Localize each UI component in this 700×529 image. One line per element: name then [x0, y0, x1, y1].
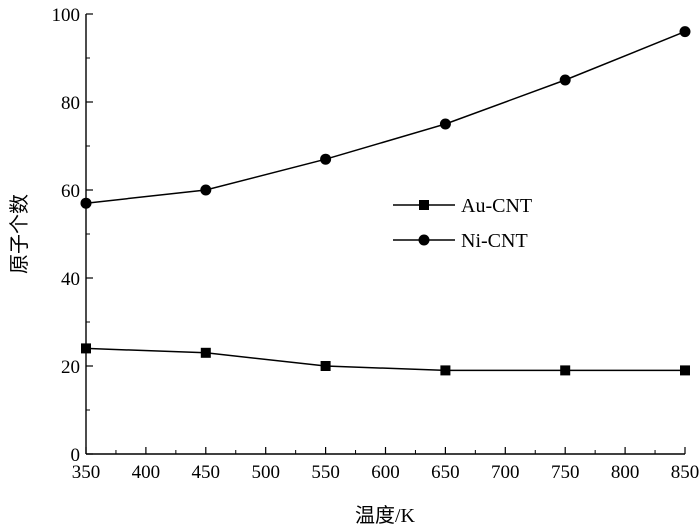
data-point-au-cnt [320, 361, 331, 371]
data-point-ni-cnt [559, 74, 571, 86]
series-layer [80, 26, 691, 376]
x-axis-title: 温度/K [355, 504, 416, 527]
x-tick-label: 450 [192, 462, 221, 483]
series-line-au-cnt [85, 347, 685, 372]
axes [85, 14, 685, 455]
y-tick-label: 0 [71, 445, 81, 466]
data-point-ni-cnt [320, 153, 332, 165]
series-au-cnt [81, 343, 690, 376]
data-point-ni-cnt [679, 26, 691, 38]
y-tick-label: 80 [61, 93, 80, 114]
x-tick-label: 650 [431, 462, 460, 483]
x-tick-label: 400 [132, 462, 161, 483]
x-tick-label: 350 [72, 462, 101, 483]
y-tick-label: 60 [61, 181, 80, 202]
x-tick-label: 700 [491, 462, 520, 483]
data-point-ni-cnt [200, 184, 212, 196]
data-point-ni-cnt [80, 197, 92, 209]
x-tick-label: 800 [611, 462, 640, 483]
data-point-ni-cnt [439, 118, 451, 130]
x-tick-label: 600 [371, 462, 400, 483]
x-tick-label: 500 [251, 462, 280, 483]
series-line-ni-cnt [85, 30, 686, 204]
data-point-au-cnt [81, 343, 91, 354]
ticks: 350 400 450 500 550 600 650 700 750 800 850 0 20 40 60… [52, 5, 700, 483]
legend-label-au-cnt: Au-CNT [461, 195, 532, 217]
data-point-au-cnt [680, 365, 690, 376]
y-axis-title: 原子个数 [8, 194, 31, 274]
data-point-au-cnt [440, 365, 451, 376]
y-tick-label: 100 [52, 5, 81, 26]
data-point-au-cnt [560, 365, 571, 376]
data-point-au-cnt [200, 347, 211, 358]
x-tick-label: 850 [671, 462, 700, 483]
legend-marker-ni-cnt [418, 234, 430, 246]
legend: Au-CNT Ni-CNT [393, 195, 532, 252]
legend-marker-au-cnt [419, 200, 429, 210]
y-tick-label: 20 [61, 357, 80, 378]
legend-label-ni-cnt: Ni-CNT [461, 230, 528, 252]
x-tick-label: 550 [311, 462, 340, 483]
series-ni-cnt [80, 26, 691, 209]
x-tick-label: 750 [551, 462, 580, 483]
y-tick-label: 40 [61, 269, 80, 290]
